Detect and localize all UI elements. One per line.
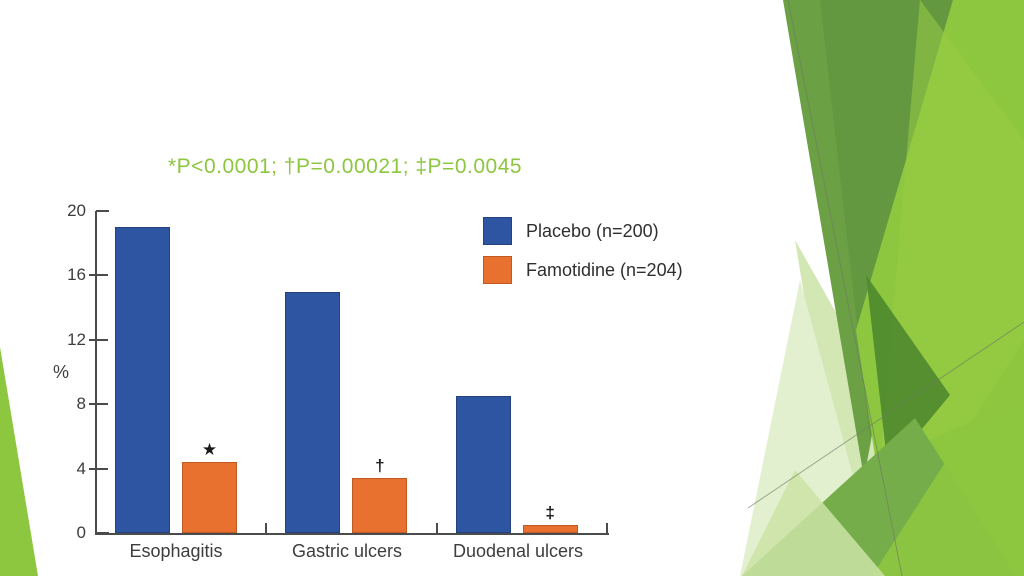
y-tick-20 <box>96 210 109 212</box>
y-axis <box>95 211 97 535</box>
legend-item-placebo: Placebo (n=200) <box>483 217 683 245</box>
y-tick-label-16: 16 <box>67 265 86 285</box>
y-tick-label-20: 20 <box>67 201 86 220</box>
x-tick-0 <box>265 523 268 534</box>
legend-swatch-famotidine <box>483 256 512 284</box>
y-tick-0 <box>96 532 109 534</box>
significance-marker-esophagitis: ★ <box>201 440 218 460</box>
category-label-esophagitis: Esophagitis <box>129 541 223 561</box>
significance-marker-duodenal-ulcers: ‡ <box>545 502 555 522</box>
legend-label-famotidine: Famotidine (n=204) <box>526 259 683 280</box>
bar-placebo-gastric-ulcers <box>285 291 341 533</box>
legend-label-placebo: Placebo (n=200) <box>526 220 659 241</box>
x-tick-1 <box>435 523 438 534</box>
p-value-annotation: *P<0.0001; †P=0.00021; ‡P=0.0045 <box>168 155 523 178</box>
bar-placebo-duodenal-ulcers <box>455 396 511 533</box>
legend-item-famotidine: Famotidine (n=204) <box>483 256 683 284</box>
y-tick-label-8: 8 <box>76 394 86 414</box>
category-label-gastric-ulcers: Gastric ulcers <box>291 541 403 561</box>
bar-famotidine-duodenal-ulcers <box>522 524 578 533</box>
y-tick-label-12: 12 <box>67 329 86 349</box>
y-axis-label: % <box>52 362 69 382</box>
bar-placebo-esophagitis <box>115 227 170 533</box>
x-axis <box>95 533 609 535</box>
bar-famotidine-esophagitis <box>182 462 237 533</box>
y-tick-label-0: 0 <box>76 523 86 542</box>
bar-famotidine-gastric-ulcers <box>352 478 408 533</box>
y-tick-12 <box>89 338 108 341</box>
category-label-duodenal-ulcers: Duodenal ulcers <box>452 541 584 561</box>
y-tick-16 <box>89 274 108 277</box>
significance-marker-gastric-ulcers: † <box>375 456 385 476</box>
y-tick-4 <box>89 467 108 470</box>
y-tick-8 <box>89 403 108 406</box>
x-tick-2 <box>606 523 608 534</box>
chart-legend: Placebo (n=200) Famotidine (n=204) <box>483 217 683 295</box>
y-tick-label-4: 4 <box>76 458 86 478</box>
legend-swatch-placebo <box>483 217 512 245</box>
